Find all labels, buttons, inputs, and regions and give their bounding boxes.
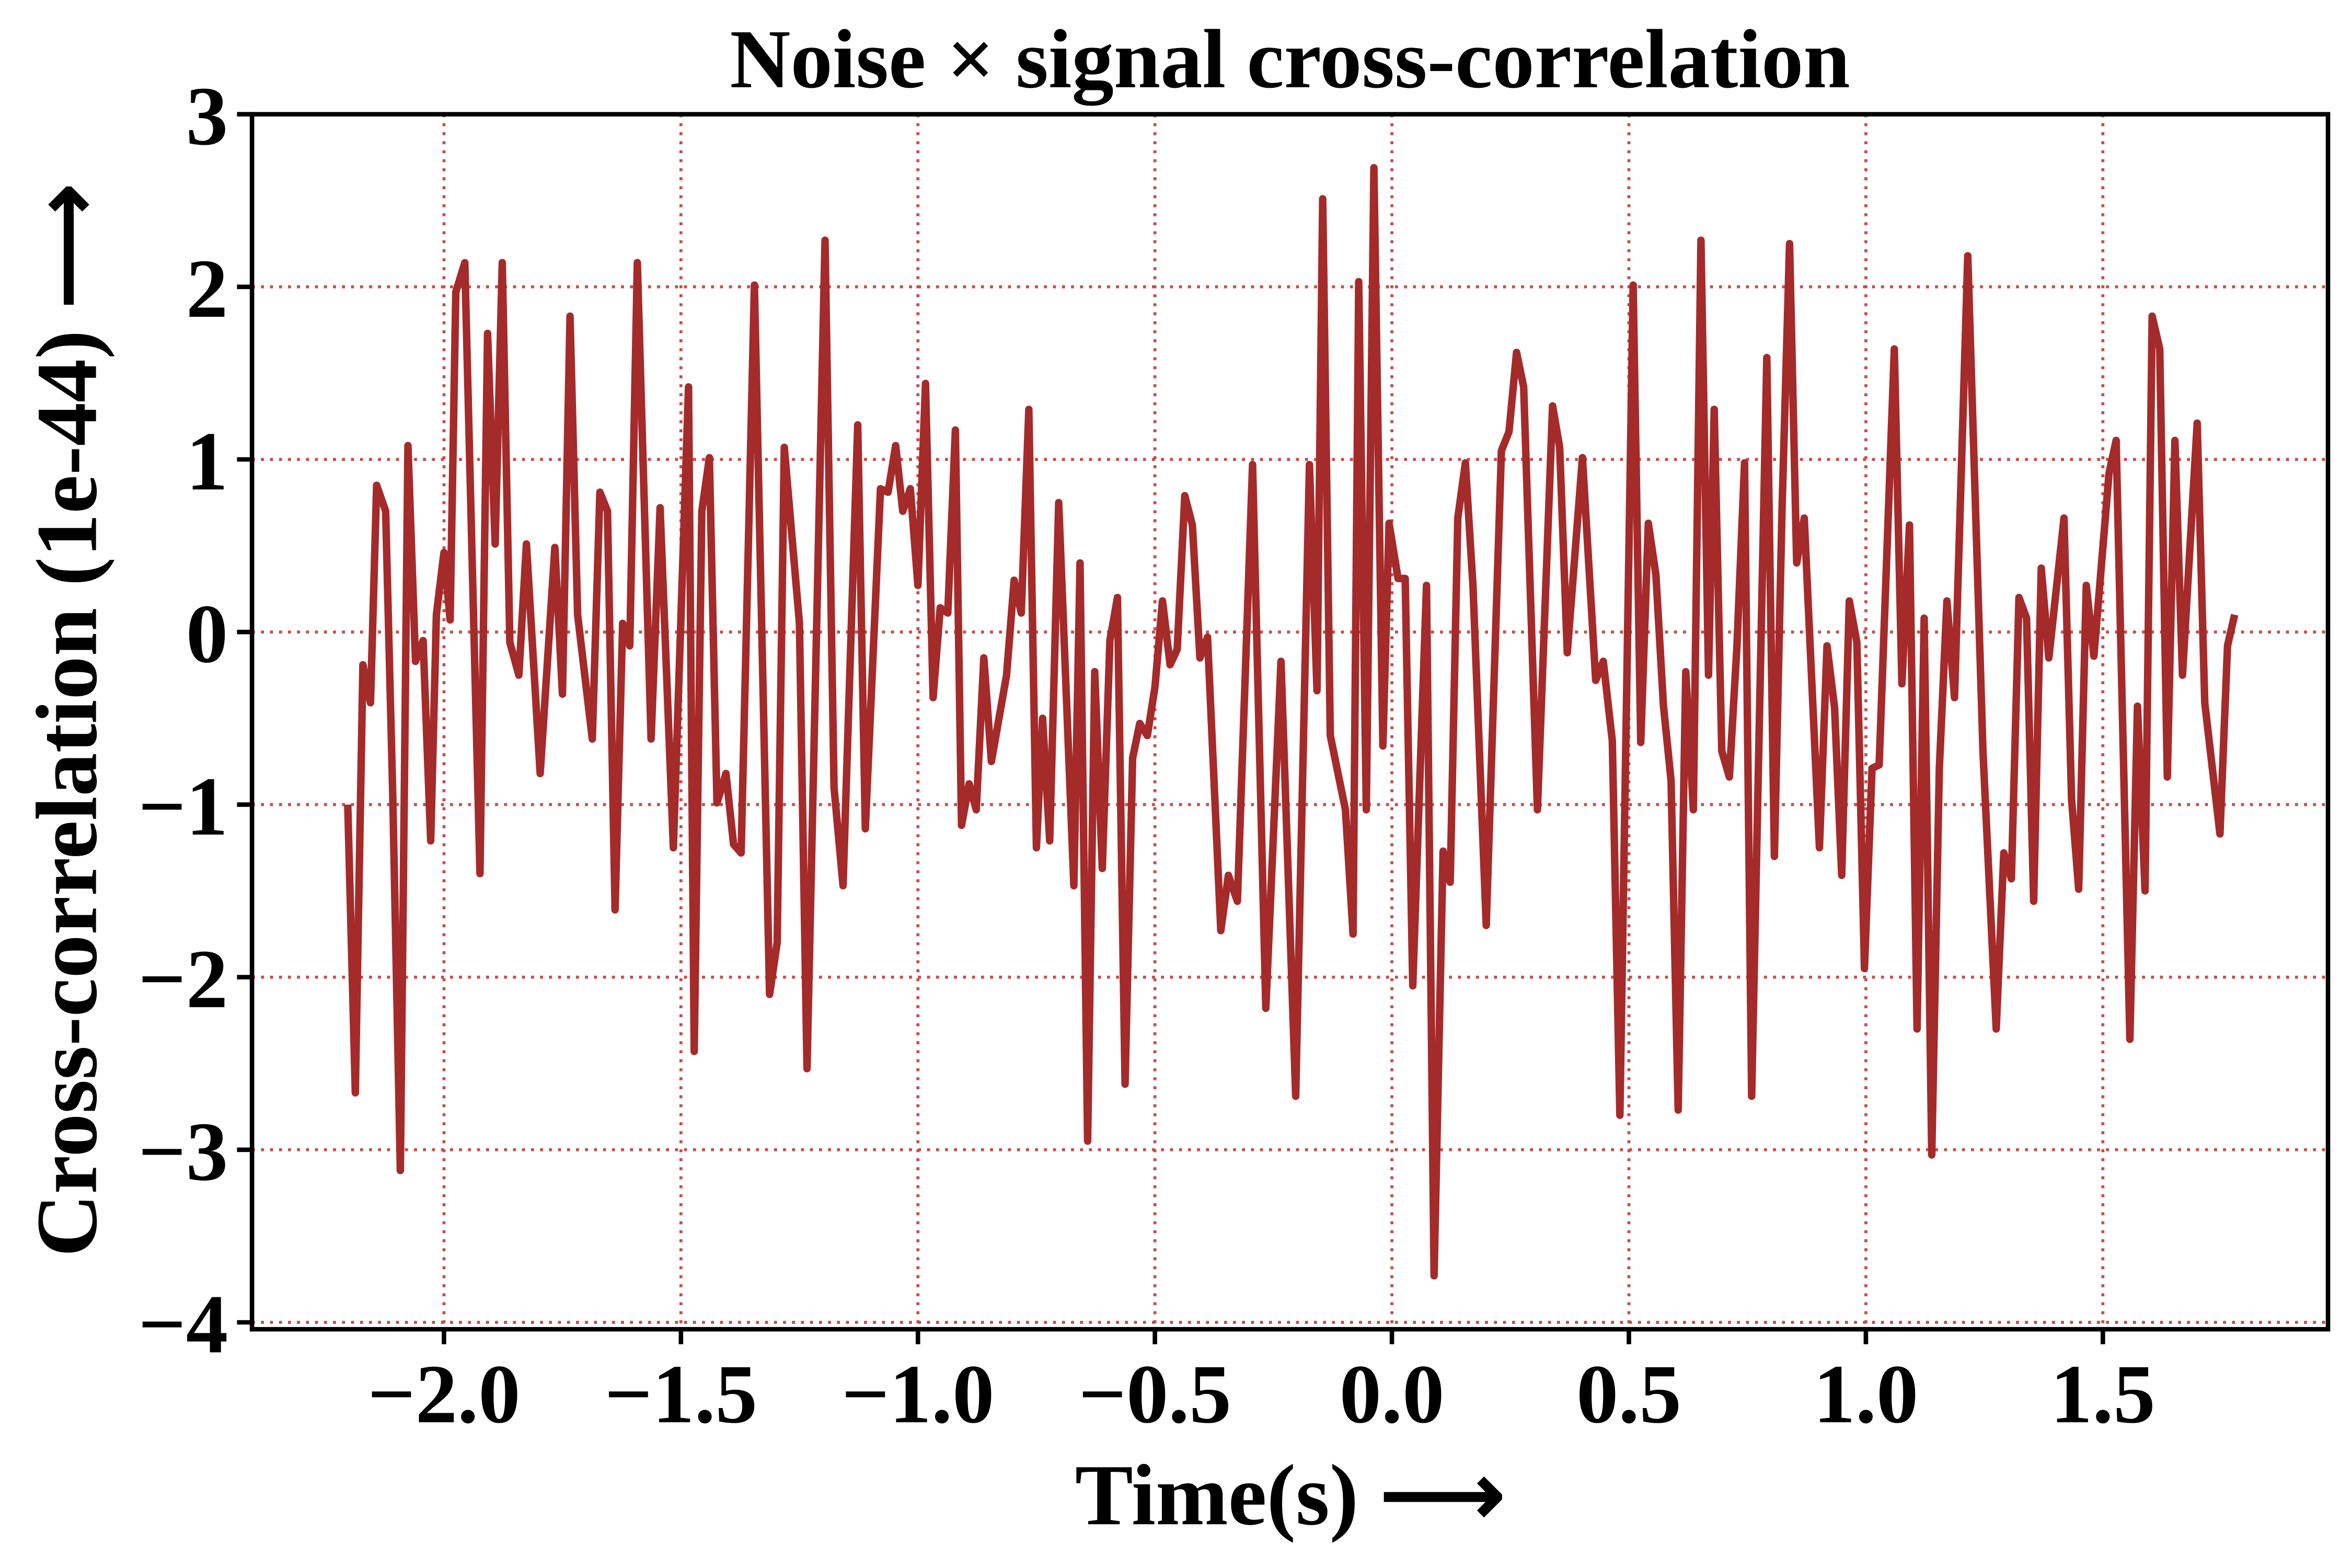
- data-line: [344, 164, 2239, 1280]
- y-tick-label: −2: [138, 932, 228, 1025]
- y-tick-label: 1: [186, 414, 228, 508]
- x-tick-label: −1.0: [841, 1347, 994, 1440]
- x-tick-label: 1.0: [1813, 1347, 1918, 1440]
- plot-frame: [249, 112, 2331, 1332]
- x-axis-label: Time(s) ⟶: [1075, 1447, 1505, 1543]
- chart-title: Noise × signal cross-correlation: [730, 13, 1850, 106]
- x-tick-label: 0.5: [1576, 1347, 1681, 1440]
- x-tick-label: 1.5: [2050, 1347, 2155, 1440]
- y-tick-label: −1: [138, 760, 228, 853]
- y-tick-label: 3: [186, 70, 228, 163]
- x-tick-label: −0.5: [1078, 1347, 1231, 1440]
- y-tick-label: −3: [138, 1105, 228, 1198]
- y-tick-label: 0: [186, 587, 228, 681]
- x-tick-label: −1.5: [605, 1347, 757, 1440]
- y-axis-label: Cross-correlation (1e-44) ⟶: [19, 183, 116, 1257]
- x-tick-label: 0.0: [1340, 1347, 1445, 1440]
- x-tick-label: −2.0: [367, 1347, 520, 1440]
- y-tick-label: 2: [186, 242, 228, 335]
- y-tick-label: −4: [138, 1277, 228, 1370]
